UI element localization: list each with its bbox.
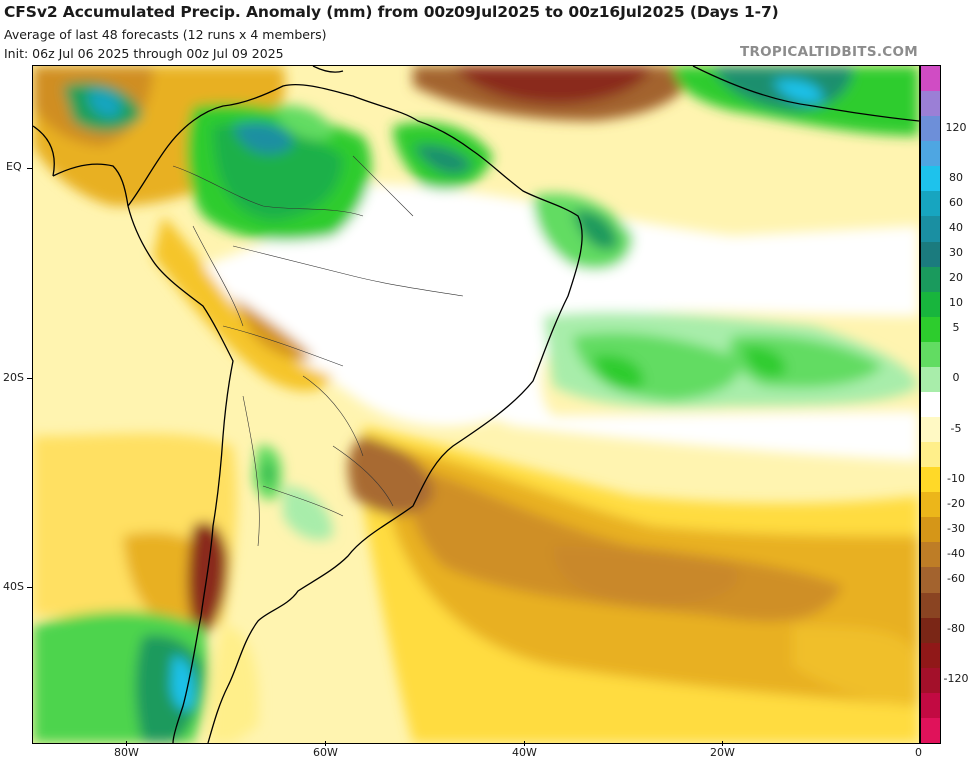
colorbar-label: -5: [950, 421, 962, 435]
colorbar-cell: [921, 241, 940, 268]
lon-label-40w: 40W: [512, 746, 537, 759]
lon-label-0: 0: [915, 746, 922, 759]
colorbar-cell: [921, 291, 940, 318]
lat-tick: [27, 168, 32, 169]
colorbar-cell: [921, 66, 940, 92]
colorbar-cell: [921, 492, 940, 518]
coastlines: [33, 66, 919, 743]
colorbar-label: -40: [947, 546, 965, 560]
colorbar-label: 120: [945, 120, 967, 134]
lat-tick: [27, 587, 32, 588]
colorbar-cell: [921, 341, 940, 368]
chart-title: CFSv2 Accumulated Precip. Anomaly (mm) f…: [4, 3, 779, 21]
init-time-text: Init: 06z Jul 06 2025 through 00z Jul 09…: [4, 46, 284, 61]
borders: [172, 155, 464, 547]
colorbar-cell: [921, 116, 940, 142]
colorbar-cell: [921, 391, 940, 418]
colorbar-label: -120: [943, 672, 969, 686]
colorbar-cell: [921, 567, 940, 594]
colorbar-cell: [921, 692, 940, 719]
colorbar-cell: [921, 216, 940, 242]
colorbar-cell: [921, 166, 940, 192]
colorbar-cell: [921, 542, 940, 568]
anomaly-field: [33, 66, 919, 743]
colorbar-label: 20: [949, 271, 963, 285]
colorbar-label: 0: [952, 371, 960, 385]
colorbar-cell: [921, 617, 940, 644]
lon-label-20w: 20W: [710, 746, 735, 759]
colorbar-cell: [921, 717, 940, 744]
colorbar-label: -30: [947, 521, 965, 535]
colorbar-label: -10: [947, 471, 965, 485]
colorbar-label: 30: [949, 246, 963, 260]
lon-label-80w: 80W: [114, 746, 139, 759]
brand-watermark: TROPICALTIDBITS.COM: [739, 44, 918, 60]
lon-tick: [524, 741, 525, 746]
colorbar-cell: [921, 91, 940, 117]
colorbar-cell: [921, 141, 940, 167]
lon-tick: [325, 741, 326, 746]
chart-subtitle: Average of last 48 forecasts (12 runs x …: [4, 27, 327, 42]
colorbar-cell: [921, 266, 940, 293]
lat-label-eq: EQ: [6, 160, 22, 173]
colorbar-label: 5: [952, 321, 960, 335]
colorbar-cell: [921, 642, 940, 669]
colorbar: [920, 65, 941, 744]
colorbar-label: 80: [949, 170, 963, 184]
lon-tick: [722, 741, 723, 746]
colorbar-cell: [921, 366, 940, 393]
colorbar-cell: [921, 316, 940, 343]
lon-label-60w: 60W: [313, 746, 338, 759]
colorbar-cell: [921, 417, 940, 443]
map-canvas: [33, 66, 919, 743]
colorbar-cell: [921, 442, 940, 468]
colorbar-cell: [921, 592, 940, 619]
precip-anomaly-map: [32, 65, 920, 744]
colorbar-cell: [921, 191, 940, 217]
lat-label-20s: 20S: [3, 371, 24, 384]
colorbar-label: -80: [947, 622, 965, 636]
colorbar-label: -20: [947, 496, 965, 510]
lat-label-40s: 40S: [3, 580, 24, 593]
colorbar-cell: [921, 667, 940, 694]
colorbar-cell: [921, 517, 940, 543]
colorbar-cell: [921, 467, 940, 493]
lon-tick: [126, 741, 127, 746]
colorbar-label: 40: [949, 220, 963, 234]
colorbar-label: 10: [949, 296, 963, 310]
lat-tick: [27, 378, 32, 379]
colorbar-label: -60: [947, 572, 965, 586]
colorbar-label: 60: [949, 195, 963, 209]
